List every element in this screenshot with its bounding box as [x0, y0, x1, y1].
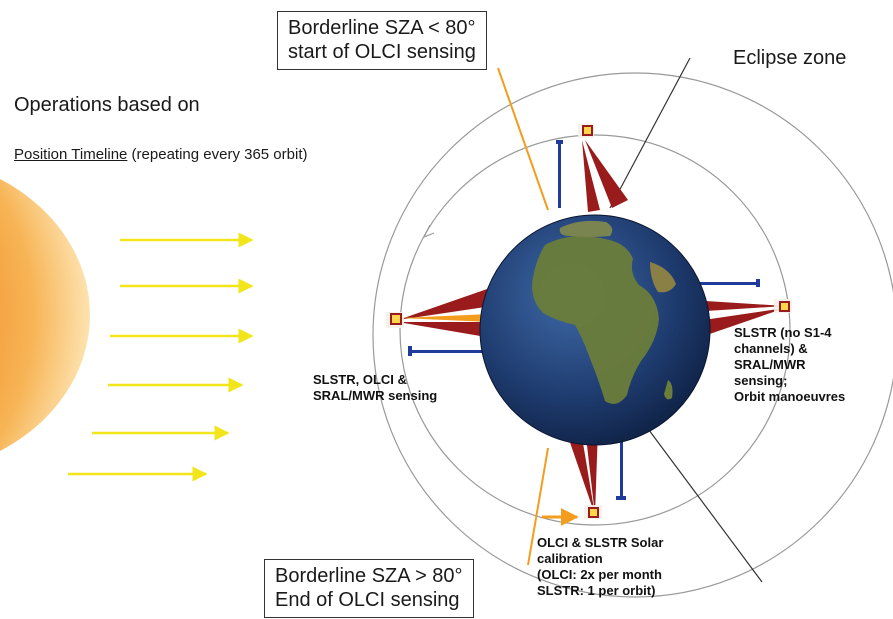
satellite-bottom — [584, 505, 602, 519]
borderline-end-line1: Borderline SZA > 80° — [275, 565, 463, 587]
madagascar-landmass — [664, 380, 673, 400]
inner-orbit-circle — [399, 134, 791, 526]
sun-icon — [0, 178, 90, 452]
africa-landmass — [532, 236, 659, 404]
borderline-start-box: Borderline SZA < 80° start of OLCI sensi… — [277, 11, 487, 70]
europe-landmass — [559, 220, 613, 237]
eclipse-line-top — [609, 57, 691, 209]
borderline-start-line2: start of OLCI sensing — [288, 41, 476, 63]
satellite-right — [774, 299, 792, 313]
swath-left — [398, 288, 492, 356]
borderline-end-box: Borderline SZA > 80° End of OLCI sensing — [264, 559, 474, 618]
borderline-start-line1: Borderline SZA < 80° — [288, 17, 476, 39]
swath-top — [556, 140, 628, 212]
swath-bottom — [565, 425, 626, 515]
eclipse-zone-label: Eclipse zone — [733, 47, 847, 69]
outer-orbit-circle — [372, 72, 893, 598]
satellite-top — [578, 124, 594, 138]
borderline-end-line2: End of OLCI sensing — [275, 589, 460, 611]
satellite-left — [386, 312, 404, 328]
sun-rays — [68, 232, 254, 482]
earth-globe-icon — [479, 214, 711, 446]
arabia-landmass — [650, 262, 676, 293]
olci-start-line — [497, 67, 549, 211]
eclipse-line-bottom — [639, 417, 763, 583]
subtitle-rest: (repeating every 365 orbit) — [127, 146, 308, 163]
label-right-sensing: SLSTR (no S1-4 channels) & SRAL/MWR sens… — [734, 325, 846, 404]
orbit-direction-icon — [422, 224, 435, 239]
label-bottom-calibration: OLCI & SLSTR Solar calibration (OLCI: 2x… — [537, 535, 664, 598]
swath-right — [690, 279, 785, 338]
subtitle: Position Timeline (repeating every 365 o… — [14, 146, 308, 163]
page-title: Operations based on — [14, 94, 200, 116]
label-left-sensing: SLSTR, OLCI & SRAL/MWR sensing — [313, 372, 438, 403]
position-timeline-link: Position Timeline — [14, 146, 128, 163]
olci-end-line — [527, 447, 549, 566]
